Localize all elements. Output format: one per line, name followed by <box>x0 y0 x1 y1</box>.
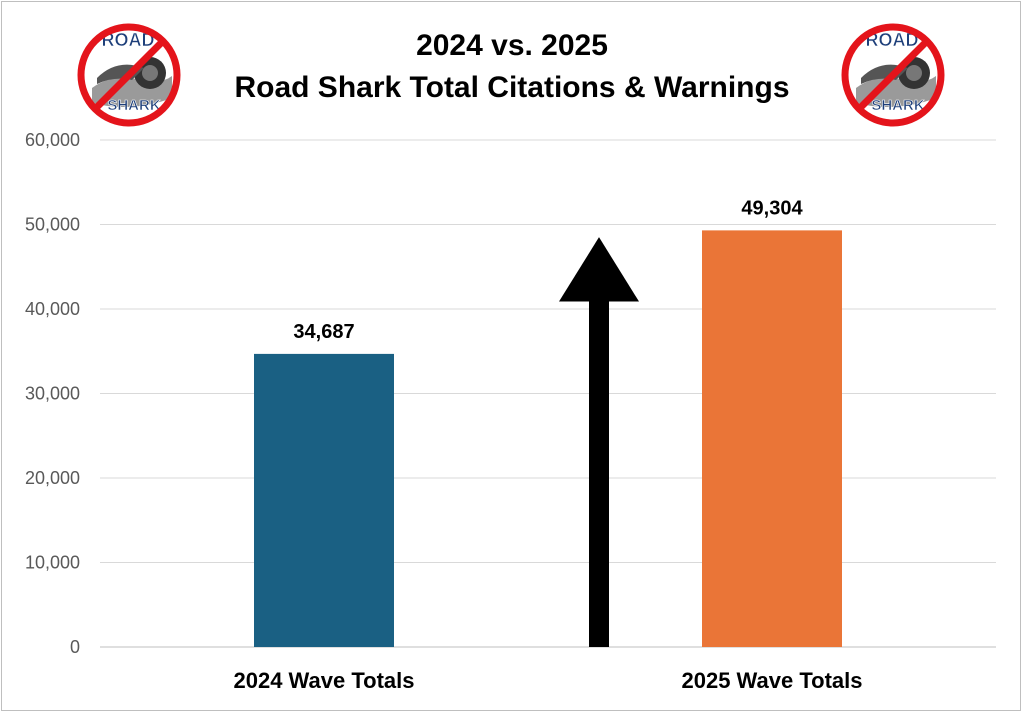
data-label: 49,304 <box>741 197 803 219</box>
y-tick-label: 40,000 <box>25 299 80 319</box>
road-shark-logo-right: ROAD SHARK <box>841 23 945 127</box>
y-tick-label: 50,000 <box>25 215 80 235</box>
chart-title-line1: 2024 vs. 2025 <box>416 29 608 62</box>
data-labels: 34,687 49,304 <box>293 197 803 343</box>
y-tick-label: 20,000 <box>25 468 80 488</box>
logo-text-bottom: SHARK <box>871 97 925 114</box>
bars <box>254 230 842 647</box>
up-arrow-icon <box>559 237 639 302</box>
prohibition-circle <box>841 23 945 127</box>
prohibition-slash <box>856 38 930 112</box>
bar-2 <box>702 230 842 647</box>
y-tick-label: 30,000 <box>25 384 80 404</box>
y-tick-label: 60,000 <box>25 130 80 150</box>
logo-text-top: ROAD <box>102 30 155 50</box>
annotations <box>559 237 639 647</box>
road-shark-logo-left: ROAD SHARK <box>77 23 181 127</box>
arrow-shaft <box>589 300 609 647</box>
logo-text-bottom: SHARK <box>107 97 161 114</box>
x-tick-label: 2024 Wave Totals <box>234 668 415 693</box>
x-axis: 2024 Wave Totals 2025 Wave Totals <box>234 668 863 693</box>
y-tick-label: 10,000 <box>25 553 80 573</box>
x-tick-label: 2025 Wave Totals <box>682 668 863 693</box>
prohibition-slash <box>92 38 166 112</box>
chart-title-line2: Road Shark Total Citations & Warnings <box>234 71 790 104</box>
y-tick-label: 0 <box>70 637 80 657</box>
y-axis: 0 10,000 20,000 30,000 40,000 50,000 60,000 <box>25 130 80 657</box>
prohibition-circle <box>77 23 181 127</box>
bar-1 <box>254 353 394 647</box>
logo-text-top: ROAD <box>866 30 919 50</box>
gridlines <box>100 139 996 648</box>
data-label: 34,687 <box>293 321 354 343</box>
